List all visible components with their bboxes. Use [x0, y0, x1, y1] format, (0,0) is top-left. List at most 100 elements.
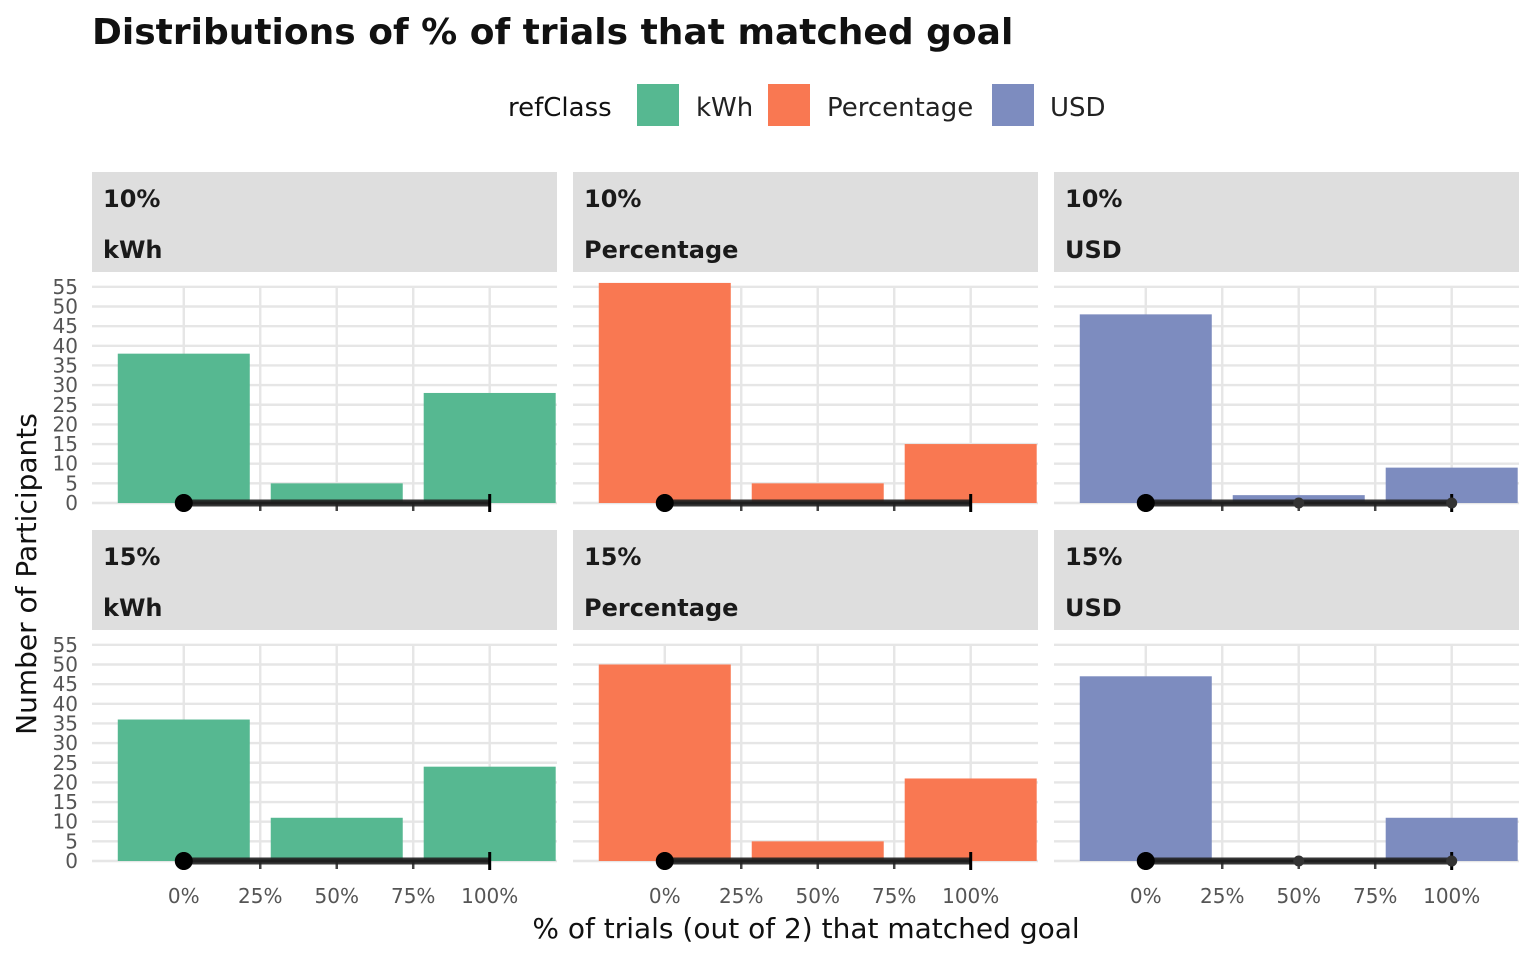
facet-strip-col-label: Percentage [584, 594, 738, 622]
y-tick-label: 5 [65, 829, 78, 853]
legend-swatch-percentage [768, 84, 810, 126]
facet-strip-col-label: kWh [103, 594, 163, 622]
panel-15pct-kwh: 15% kWh [92, 530, 557, 870]
facet-strip [573, 530, 1038, 630]
interval-point [655, 852, 674, 870]
y-tick-label: 20 [53, 770, 78, 794]
x-tick-label: 50% [315, 884, 359, 908]
panel-10pct-usd: 10% USD [1054, 172, 1519, 512]
interval-point [1136, 494, 1155, 512]
chart-title: Distributions of % of trials that matche… [92, 12, 1013, 53]
interval-point [655, 494, 674, 512]
x-tick-label: 100% [1423, 884, 1480, 908]
y-tick-label: 35 [53, 711, 78, 735]
panel-15pct-percentage: 15% Percentage [573, 530, 1038, 870]
interval-dot [1293, 497, 1305, 509]
x-tick-label: 50% [1277, 884, 1321, 908]
x-tick-label: 0% [168, 884, 200, 908]
y-tick-label: 45 [53, 672, 78, 696]
y-tick-label: 25 [53, 393, 78, 417]
bar-50pct [270, 817, 403, 861]
bar-50pct [751, 841, 884, 861]
x-tick-label: 0% [649, 884, 681, 908]
y-tick-label: 5 [65, 471, 78, 495]
panel-10pct-kwh: 10% kWh [92, 172, 557, 512]
facet-strip-row-label: 10% [103, 185, 160, 213]
x-tick-label: 100% [461, 884, 518, 908]
x-tick-label: 100% [942, 884, 999, 908]
y-tick-label: 50 [53, 295, 78, 319]
x-tick-label: 75% [391, 884, 435, 908]
facet-strip [1054, 530, 1519, 630]
facet-strip-col-label: Percentage [584, 236, 738, 264]
y-tick-label: 45 [53, 314, 78, 338]
interval-point [174, 494, 193, 512]
bar-0pct [1079, 676, 1212, 861]
y-tick-label: 10 [53, 810, 78, 834]
legend-label-usd: USD [1050, 93, 1106, 123]
bar-100pct [423, 392, 556, 503]
x-tick-label: 50% [796, 884, 840, 908]
legend-label-percentage: Percentage [827, 93, 973, 123]
y-tick-label: 40 [53, 334, 78, 358]
facet-strip-row-label: 10% [584, 185, 641, 213]
interval-dot [1446, 497, 1458, 509]
x-tick-label: 75% [872, 884, 916, 908]
facet-strip [573, 172, 1038, 272]
x-tick-label: 25% [719, 884, 763, 908]
bar-0pct [598, 282, 731, 503]
y-tick-label: 0 [65, 491, 78, 515]
x-tick-label: 25% [238, 884, 282, 908]
bar-100pct [904, 778, 1037, 861]
bar-50pct [751, 483, 884, 503]
y-tick-label: 15 [53, 790, 78, 814]
bar-0pct [117, 353, 250, 503]
legend-title: refClass [508, 93, 612, 123]
facet-strip-col-label: kWh [103, 236, 163, 264]
x-tick-label: 75% [1353, 884, 1397, 908]
facet-strip-col-label: USD [1065, 236, 1122, 264]
y-axis-title: Number of Participants [10, 413, 43, 735]
y-tick-label: 40 [53, 692, 78, 716]
y-tick-label: 55 [53, 275, 78, 299]
facet-panels: 10% kWh 10% Percentage 10% USD 15% kWh 15% Percen… [92, 172, 1519, 870]
facet-strip-row-label: 15% [584, 543, 641, 571]
interval-point [1136, 852, 1155, 870]
facet-strip-row-label: 15% [103, 543, 160, 571]
bar-0pct [117, 719, 250, 861]
facet-strip-col-label: USD [1065, 594, 1122, 622]
x-axis-title: % of trials (out of 2) that matched goal [532, 912, 1079, 945]
panel-10pct-percentage: 10% Percentage [573, 172, 1038, 512]
legend-swatch-kwh [637, 84, 679, 126]
facet-strip [92, 530, 557, 630]
y-tick-label: 30 [53, 373, 78, 397]
y-tick-label: 55 [53, 633, 78, 657]
x-tick-label: 0% [1130, 884, 1162, 908]
y-tick-label: 50 [53, 653, 78, 677]
y-tick-label: 25 [53, 751, 78, 775]
panel-15pct-usd: 15% USD [1054, 530, 1519, 870]
y-axis-ticks: 0510152025303540455055051015202530354045… [53, 275, 78, 873]
facet-strip-row-label: 10% [1065, 185, 1122, 213]
legend-swatch-usd [992, 84, 1034, 126]
y-tick-label: 35 [53, 353, 78, 377]
interval-dot [1446, 855, 1458, 867]
facet-strip-row-label: 15% [1065, 543, 1122, 571]
interval-point [174, 852, 193, 870]
y-tick-label: 0 [65, 849, 78, 873]
facet-strip [92, 172, 557, 272]
y-tick-label: 15 [53, 432, 78, 456]
interval-dot [1293, 855, 1305, 867]
x-tick-label: 25% [1200, 884, 1244, 908]
legend-label-kwh: kWh [696, 93, 753, 123]
y-tick-label: 20 [53, 412, 78, 436]
x-axis-ticks: 0% 25% 50% 75% 100% 0% 25% 50% 75% 100% 0% 25% 50% 75… [168, 884, 1480, 908]
y-tick-label: 10 [53, 452, 78, 476]
bar-100pct [904, 444, 1037, 503]
y-tick-label: 30 [53, 731, 78, 755]
bar-100pct [423, 766, 556, 861]
bar-50pct [270, 483, 403, 503]
legend: refClass kWh Percentage USD [508, 84, 1106, 126]
bar-0pct [1079, 314, 1212, 503]
